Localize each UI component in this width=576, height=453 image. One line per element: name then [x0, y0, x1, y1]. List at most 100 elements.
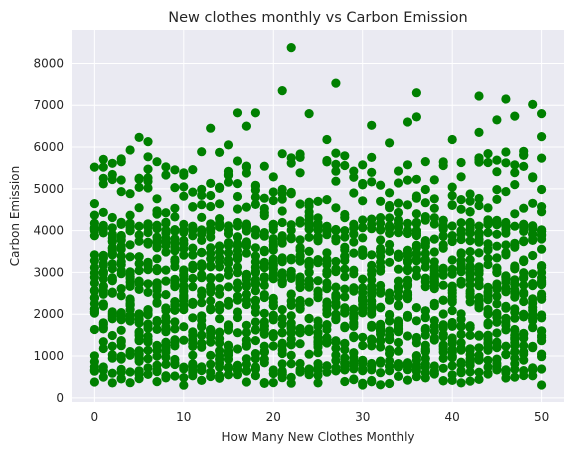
data-point — [223, 282, 234, 292]
data-point — [215, 327, 225, 337]
data-point — [456, 378, 466, 388]
data-point — [393, 346, 404, 356]
data-point — [474, 237, 484, 247]
data-point — [143, 265, 153, 275]
data-point — [331, 350, 341, 360]
data-point — [152, 341, 162, 351]
data-point — [250, 199, 260, 209]
data-point — [170, 165, 180, 175]
data-point — [393, 283, 404, 293]
data-point — [519, 366, 529, 376]
data-point — [98, 228, 108, 238]
data-point — [98, 281, 108, 291]
data-point — [385, 222, 395, 232]
data-point — [134, 236, 144, 246]
data-point — [519, 272, 529, 282]
data-point — [134, 252, 144, 262]
data-point — [152, 377, 162, 387]
data-point — [197, 365, 207, 376]
data-point — [304, 258, 314, 268]
data-point — [241, 299, 251, 310]
data-point — [116, 244, 126, 254]
data-point — [438, 320, 448, 330]
data-point — [215, 199, 225, 209]
data-point — [438, 215, 448, 226]
data-point — [179, 266, 189, 276]
data-point — [98, 179, 108, 189]
data-point — [537, 380, 547, 390]
data-point — [313, 338, 323, 348]
data-point — [89, 324, 99, 335]
y-tick-label: 2000 — [33, 307, 64, 321]
data-point — [277, 277, 287, 287]
data-point — [483, 244, 493, 254]
data-point — [385, 203, 395, 213]
data-point — [259, 211, 269, 221]
data-point — [519, 309, 529, 319]
data-point — [286, 311, 296, 321]
data-point — [188, 371, 198, 381]
data-point — [376, 356, 386, 366]
data-point — [376, 235, 386, 245]
data-point — [277, 359, 287, 369]
data-point — [152, 281, 162, 291]
data-point — [402, 225, 413, 236]
data-point — [411, 363, 421, 373]
data-point — [241, 289, 251, 299]
data-point — [483, 217, 493, 227]
data-point — [447, 353, 457, 363]
data-point — [420, 306, 430, 316]
data-point — [438, 224, 448, 234]
x-tick-label: 0 — [91, 410, 99, 424]
data-point — [286, 350, 296, 360]
data-point — [304, 109, 314, 119]
data-point — [89, 304, 99, 314]
data-point — [250, 307, 260, 317]
data-point — [116, 187, 126, 197]
data-point — [367, 214, 377, 224]
data-point — [313, 378, 323, 388]
data-point — [456, 314, 466, 324]
data-point — [116, 325, 126, 335]
data-point — [116, 218, 126, 228]
data-point — [528, 269, 538, 279]
data-point — [376, 196, 386, 206]
data-point — [420, 241, 430, 251]
data-point — [286, 153, 296, 163]
data-point — [492, 317, 502, 327]
data-point — [447, 338, 457, 349]
data-point — [483, 290, 493, 300]
data-point — [250, 286, 260, 296]
data-point — [420, 368, 430, 378]
data-point — [259, 354, 269, 364]
data-point — [519, 161, 529, 171]
data-point — [170, 256, 180, 267]
data-point — [125, 240, 135, 250]
data-point — [215, 182, 225, 192]
data-point — [349, 248, 359, 258]
x-tick-label: 20 — [266, 410, 281, 424]
data-point — [537, 279, 547, 289]
data-point — [420, 256, 430, 266]
data-point — [116, 230, 126, 241]
data-point — [456, 277, 466, 287]
data-point — [268, 274, 278, 284]
data-point — [268, 254, 278, 264]
data-point — [116, 364, 126, 374]
data-point — [98, 154, 108, 164]
data-point — [170, 212, 180, 222]
data-point — [402, 218, 413, 228]
data-point — [286, 378, 296, 388]
data-point — [179, 227, 189, 237]
data-point — [429, 203, 439, 213]
data-point — [465, 247, 475, 257]
data-point — [232, 204, 243, 214]
data-point — [465, 207, 475, 217]
data-point — [241, 274, 251, 285]
y-tick-labels: 0 1000 2000 3000 4000 5000 6000 7000 8000 — [33, 56, 64, 404]
data-point — [116, 351, 126, 361]
data-point — [143, 363, 153, 373]
data-point — [89, 256, 99, 266]
data-point — [358, 160, 368, 170]
data-point — [420, 340, 430, 350]
